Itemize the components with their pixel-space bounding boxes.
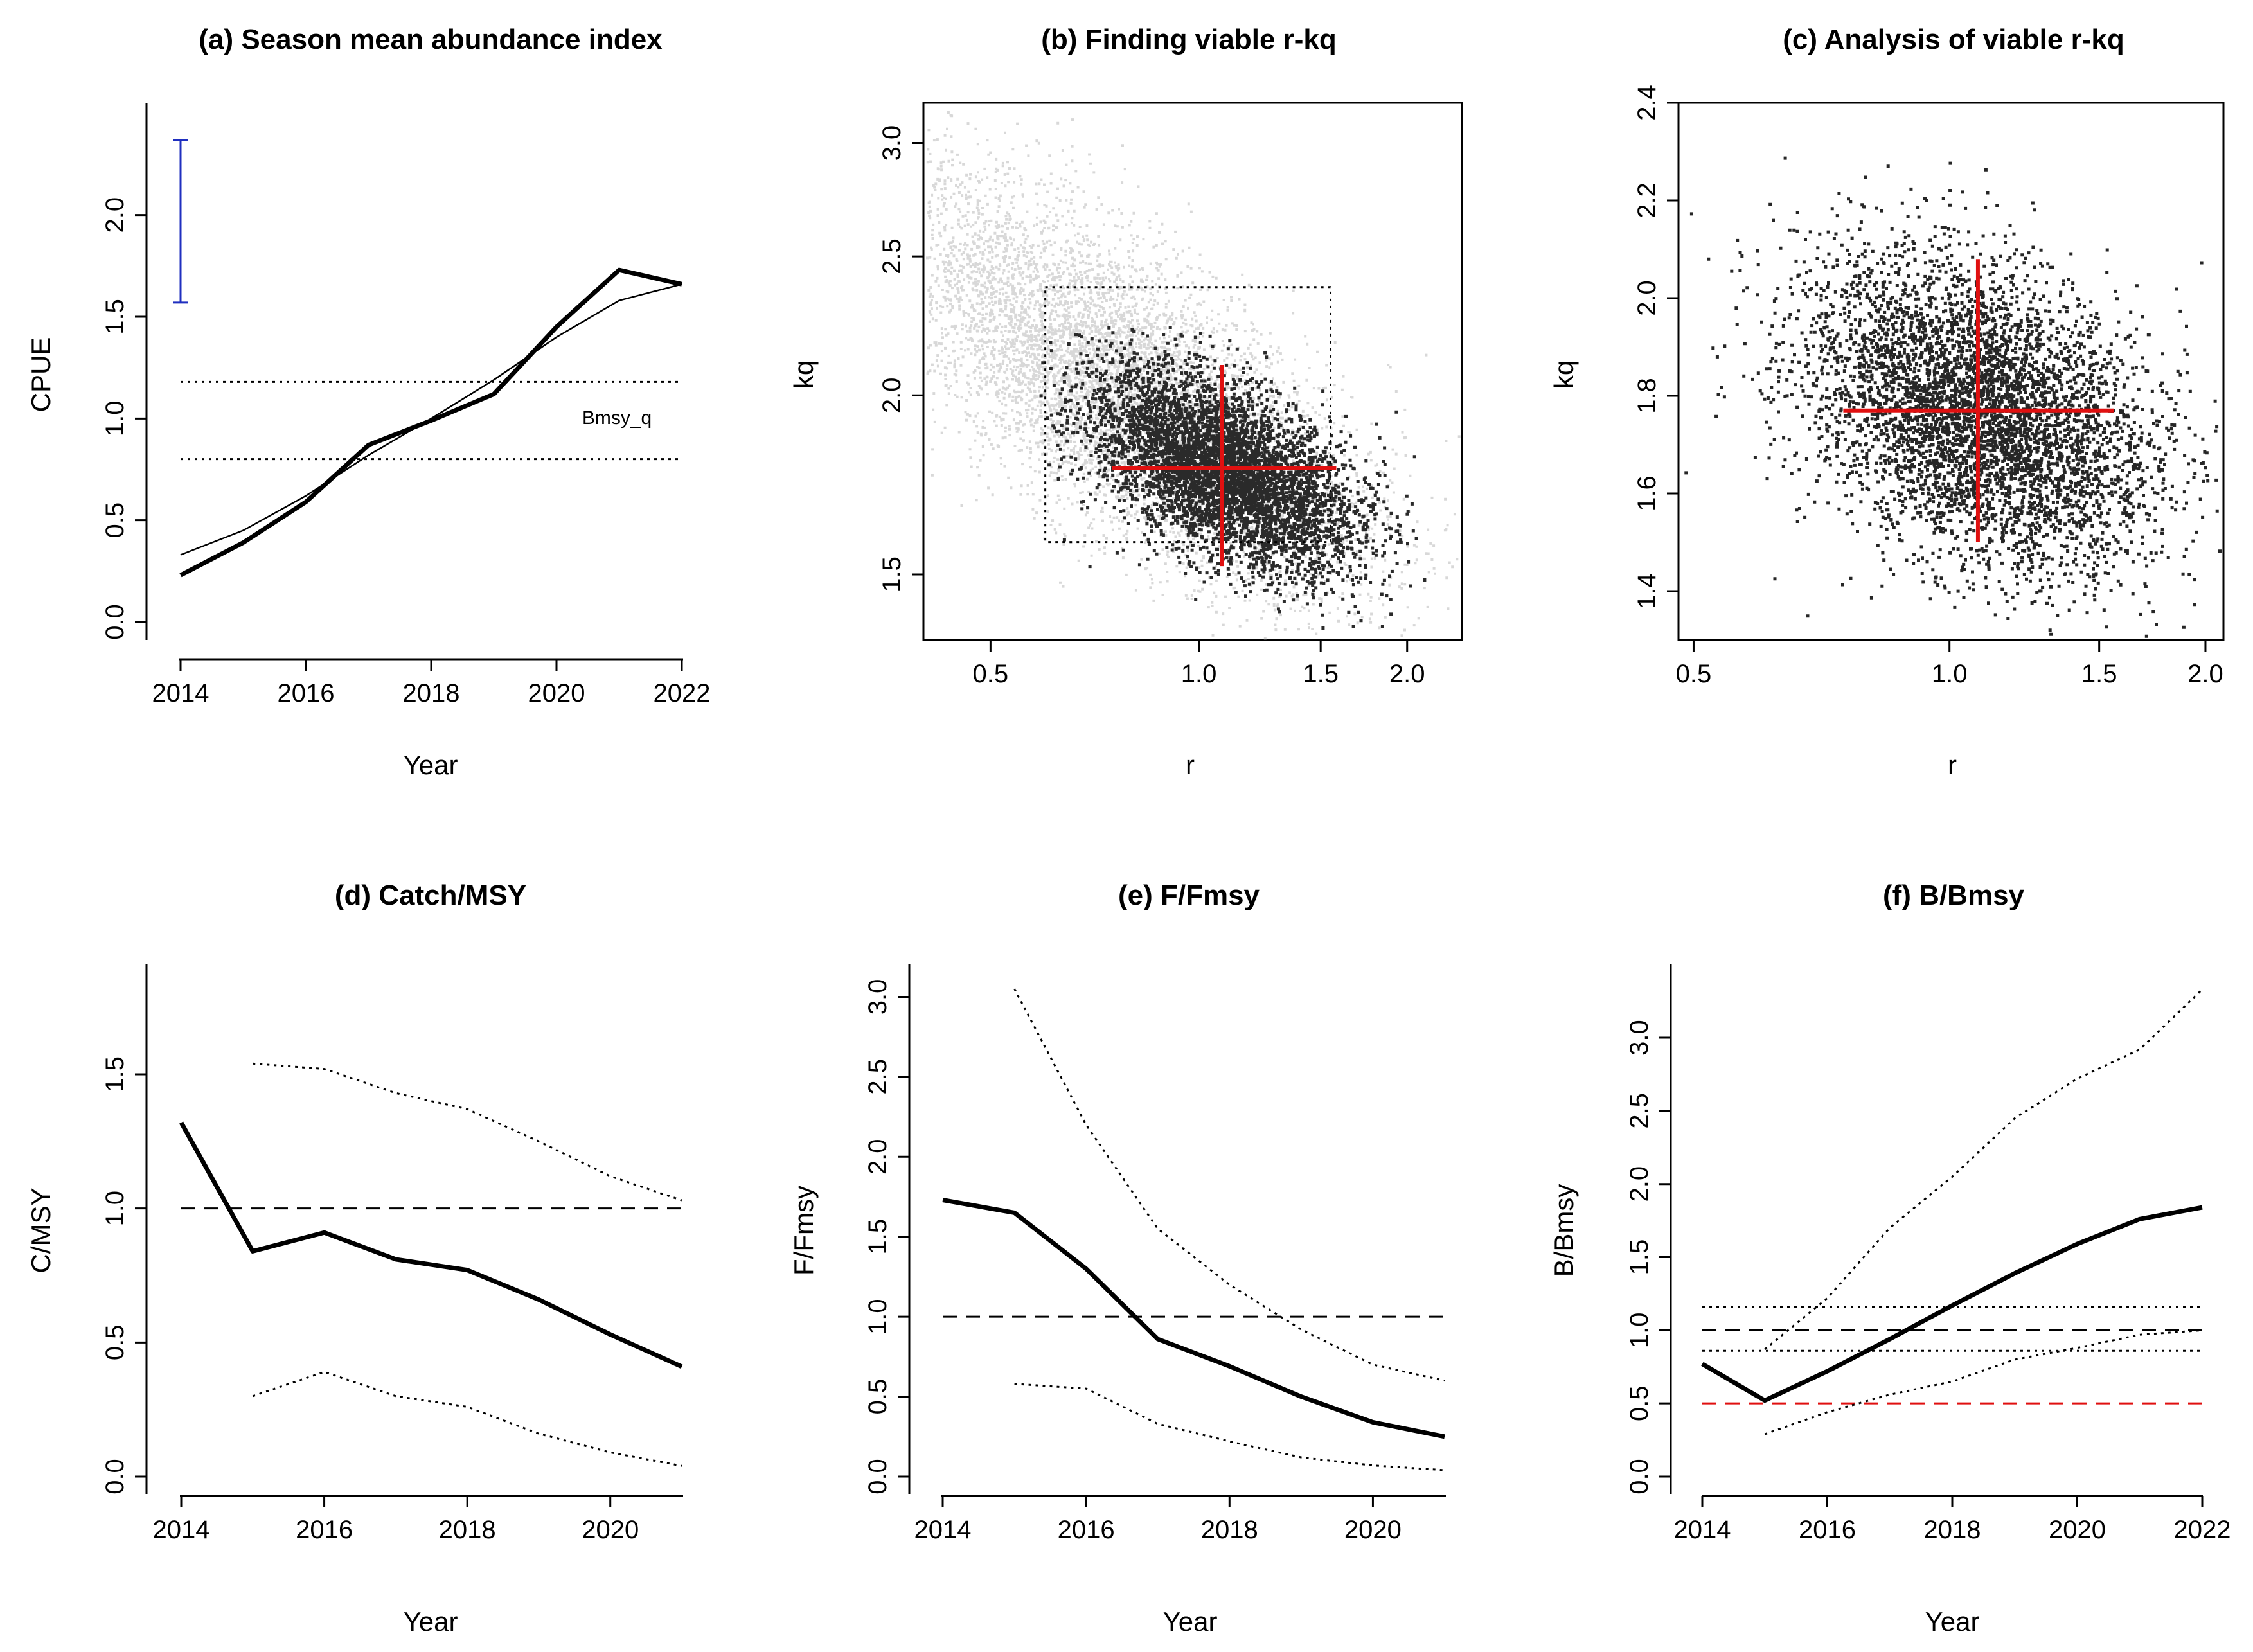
ylabel-c: kq [1549, 360, 1579, 389]
y-tick-label-b: 2.0 [878, 377, 906, 413]
x-tick-label-a: 2020 [528, 679, 585, 707]
xlabel-a: Year [404, 750, 458, 780]
x-tick-label-b: 1.0 [1181, 660, 1217, 688]
x-tick-label-b: 1.5 [1303, 660, 1339, 688]
y-tick-label-f: 2.5 [1625, 1093, 1653, 1129]
y-tick-label-c: 1.4 [1633, 573, 1661, 609]
median-line-e [942, 1198, 1445, 1439]
series-layer [173, 139, 2204, 1471]
y-tick-label-e: 1.5 [864, 1219, 892, 1255]
y-tick-label-f: 1.0 [1625, 1313, 1653, 1349]
title-b: (b) Finding viable r-kq [1041, 24, 1337, 55]
x-tick-label-b: 2.0 [1389, 660, 1425, 688]
y-tick-label-e: 2.0 [864, 1139, 892, 1175]
y-tick-label-f: 0.5 [1625, 1385, 1653, 1421]
xlabel-f: Year [1925, 1606, 1980, 1637]
ci-line-lower-e [1014, 1383, 1445, 1471]
x-tick-label-e: 2020 [1344, 1516, 1402, 1544]
y-tick-label-d: 1.0 [101, 1191, 129, 1227]
x-tick-label-a: 2022 [654, 679, 711, 707]
y-tick-label-f: 0.0 [1625, 1459, 1653, 1495]
y-tick-label-f: 1.5 [1625, 1239, 1653, 1275]
y-tick-label-c: 2.0 [1633, 280, 1661, 316]
y-tick-label-a: 1.0 [101, 401, 129, 437]
viable-rkq-points-detail [1684, 156, 2222, 638]
x-tick-label-a: 2014 [152, 679, 209, 707]
y-tick-label-c: 2.4 [1633, 85, 1661, 121]
xlabel-c: r [1948, 750, 1957, 780]
y-tick-label-c: 2.2 [1633, 182, 1661, 218]
title-d: (d) Catch/MSY [335, 880, 526, 911]
y-tick-label-d: 1.5 [101, 1056, 129, 1092]
ylabel-f: B/Bmsy [1549, 1184, 1579, 1277]
median-line-d [179, 1121, 683, 1369]
y-tick-label-e: 2.5 [864, 1059, 892, 1095]
ylabel-a: CPUE [26, 337, 56, 413]
median-line-f [1701, 1205, 2203, 1403]
x-tick-label-f: 2020 [2049, 1516, 2106, 1544]
x-tick-label-d: 2018 [439, 1516, 496, 1544]
x-tick-label-c: 1.0 [1932, 660, 1968, 688]
y-tick-label-a: 1.5 [101, 299, 129, 335]
title-a: (a) Season mean abundance index [199, 24, 663, 55]
y-tick-label-e: 0.5 [864, 1379, 892, 1415]
title-c: (c) Analysis of viable r-kq [1783, 24, 2124, 55]
x-tick-label-c: 2.0 [2187, 660, 2223, 688]
viable-rkq-points [1039, 326, 1427, 630]
y-tick-label-d: 0.5 [101, 1325, 129, 1361]
cpue-predicted-line [180, 283, 682, 556]
x-tick-label-d: 2014 [153, 1516, 210, 1544]
x-tick-label-a: 2016 [278, 679, 335, 707]
y-tick-label-e: 1.0 [864, 1299, 892, 1335]
ylabel-b: kq [788, 360, 819, 389]
x-tick-label-a: 2018 [403, 679, 460, 707]
y-tick-label-c: 1.6 [1633, 475, 1661, 511]
x-tick-label-c: 0.5 [1676, 660, 1712, 688]
prior-rkq-points [926, 111, 1461, 640]
y-tick-label-c: 1.8 [1633, 378, 1661, 414]
x-tick-label-f: 2022 [2174, 1516, 2231, 1544]
xlabel-e: Year [1163, 1606, 1218, 1637]
tick-layer: 2014 2016 2018 2020 2022 0.0 0.5 1.0 1.5 2.0 0.5 1.… [101, 85, 2231, 1544]
x-tick-label-c: 1.5 [2081, 660, 2117, 688]
ci-line-upper-f [1764, 988, 2204, 1351]
x-tick-label-f: 2014 [1674, 1516, 1731, 1544]
y-tick-label-b: 3.0 [878, 125, 906, 161]
y-tick-label-a: 2.0 [101, 197, 129, 233]
y-tick-label-d: 0.0 [101, 1459, 129, 1495]
ylabel-e: F/Fmsy [788, 1186, 819, 1275]
ci-line-lower-f [1764, 1329, 2203, 1435]
ci-line-upper-d [253, 1062, 682, 1202]
scatter-layer [926, 111, 2222, 640]
prior-range-box [1044, 286, 1332, 544]
y-tick-label-a: 0.0 [101, 604, 129, 640]
xlabel-d: Year [404, 1606, 458, 1637]
plot-box-b [922, 102, 1463, 641]
x-tick-label-f: 2018 [1924, 1516, 1981, 1544]
x-tick-label-f: 2016 [1799, 1516, 1856, 1544]
ylabel-d: C/MSY [26, 1187, 56, 1273]
y-tick-label-b: 2.5 [878, 238, 906, 274]
cpue-observed-line [179, 267, 682, 578]
y-tick-label-f: 3.0 [1625, 1020, 1653, 1056]
y-tick-label-f: 2.0 [1625, 1166, 1653, 1202]
x-tick-label-e: 2014 [914, 1516, 972, 1544]
plot-box-c [1677, 102, 2225, 641]
title-f: (f) B/Bmsy [1883, 880, 2025, 911]
y-tick-label-a: 0.5 [101, 502, 129, 538]
xlabel-b: r [1186, 750, 1195, 780]
x-tick-label-d: 2016 [296, 1516, 353, 1544]
y-tick-label-e: 0.0 [864, 1459, 892, 1495]
x-tick-label-d: 2020 [582, 1516, 639, 1544]
y-tick-label-e: 3.0 [864, 979, 892, 1015]
bmsy-q-annotation: Bmsy_q [582, 407, 652, 429]
y-tick-label-b: 1.5 [878, 556, 906, 592]
x-tick-label-b: 0.5 [973, 660, 1009, 688]
x-tick-label-e: 2016 [1058, 1516, 1115, 1544]
x-tick-label-e: 2018 [1201, 1516, 1258, 1544]
title-e: (e) F/Fmsy [1118, 880, 1260, 911]
